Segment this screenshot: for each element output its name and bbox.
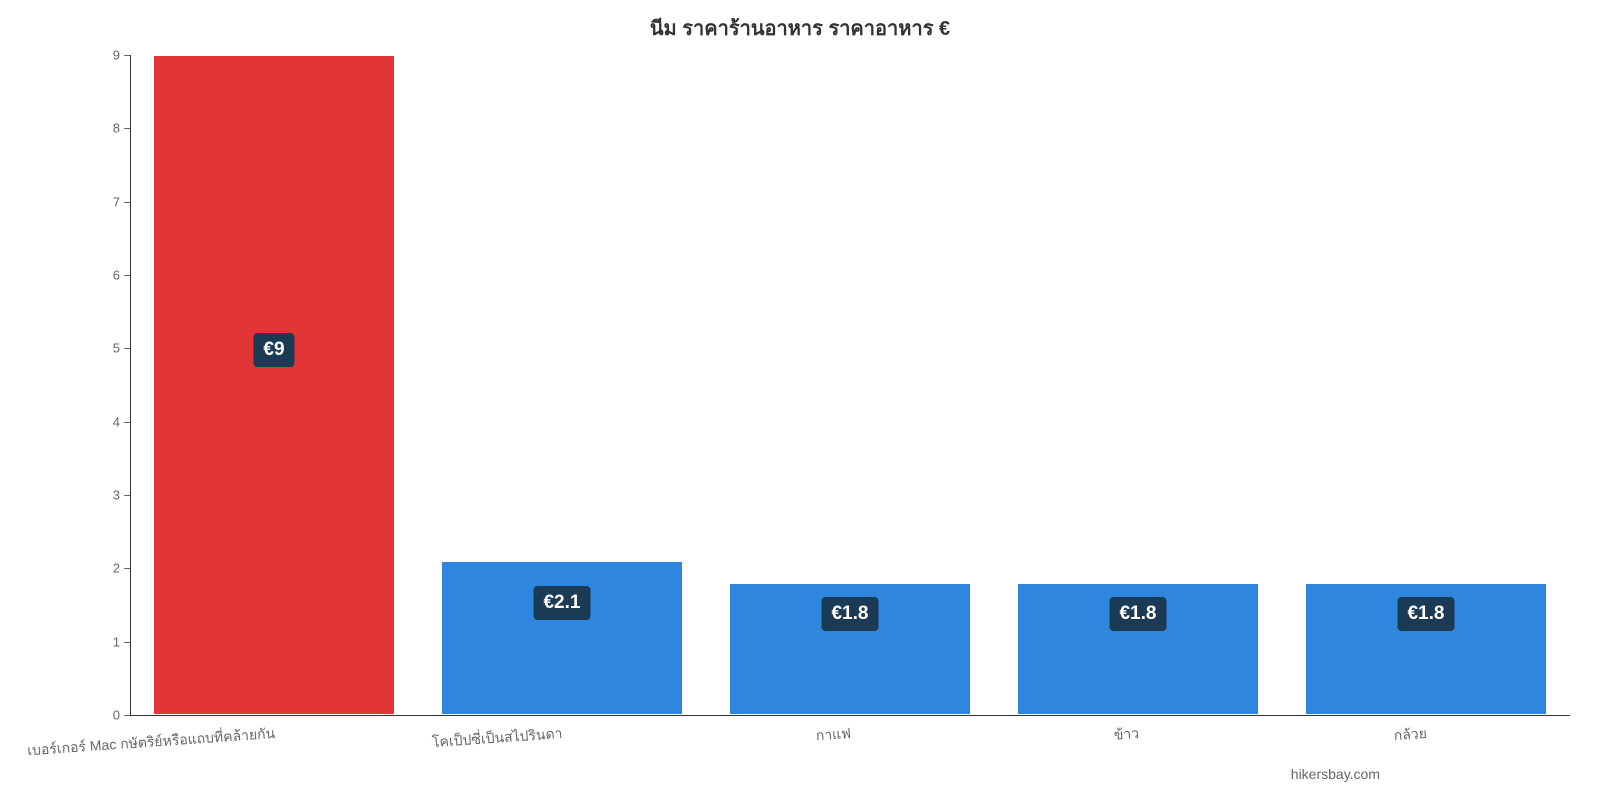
x-category-label: กาแฟ [815,723,852,747]
credit-text: hikersbay.com [1291,766,1380,782]
y-tick-label: 9 [113,48,130,63]
y-tick-label: 0 [113,708,130,723]
y-tick-label: 3 [113,488,130,503]
x-category-label: กล้วย [1393,723,1428,747]
bar: €2.1 [441,561,683,715]
bars-group: €9 €2.1 €1.8 €1.8 €1.8 [130,55,1570,715]
chart-container: นีม ราคาร้านอาหาร ราคาอาหาร € 0 1 2 3 4 5 6 7 8 9… [0,0,1600,800]
x-category-label: ข้าว [1113,723,1140,747]
x-category-label: เบอร์เกอร์ Mac กษัตริย์หรือแถบที่คล้ายกั… [26,723,275,762]
chart-title: นีม ราคาร้านอาหาร ราคาอาหาร € [0,12,1600,44]
bar-value-badge: €1.8 [821,597,878,631]
bar-value-badge: €9 [253,333,294,367]
y-tick-label: 8 [113,121,130,136]
x-axis-line [130,715,1570,716]
y-tick-label: 1 [113,634,130,649]
y-tick-label: 7 [113,194,130,209]
x-category-label: โคเป็ปซี่เป็นสไปรินดา [432,723,564,754]
bar: €9 [153,55,395,715]
bar: €1.8 [729,583,971,715]
y-tick-label: 4 [113,414,130,429]
y-tick-label: 2 [113,561,130,576]
plot-area: 0123456789 €9€2.1€1.8€1.8€1.8 เบอร์เกอร์… [130,55,1570,715]
bar-value-badge: €1.8 [1109,597,1166,631]
bar: €1.8 [1305,583,1547,715]
bar-value-badge: €1.8 [1397,597,1454,631]
y-tick-label: 6 [113,268,130,283]
bar-value-badge: €2.1 [533,586,590,620]
y-tick-label: 5 [113,341,130,356]
bar: €1.8 [1017,583,1259,715]
